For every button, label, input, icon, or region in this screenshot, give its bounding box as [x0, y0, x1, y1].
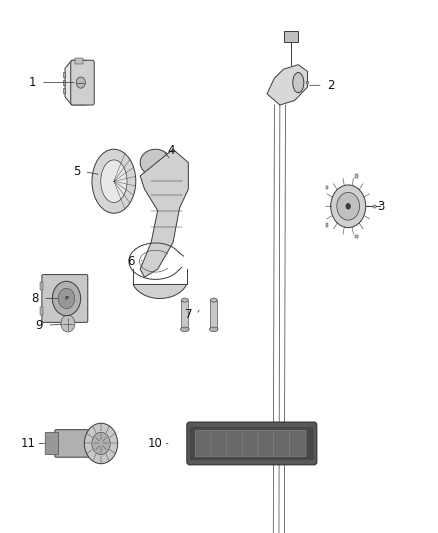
- FancyBboxPatch shape: [55, 430, 107, 457]
- FancyBboxPatch shape: [274, 430, 290, 457]
- Circle shape: [346, 203, 351, 209]
- FancyBboxPatch shape: [45, 432, 59, 455]
- Bar: [63, 80, 66, 85]
- Bar: [63, 72, 66, 77]
- FancyBboxPatch shape: [226, 430, 243, 457]
- Text: P: P: [64, 296, 68, 301]
- Ellipse shape: [306, 81, 309, 84]
- Circle shape: [85, 423, 118, 464]
- FancyBboxPatch shape: [71, 60, 94, 105]
- Polygon shape: [65, 60, 93, 105]
- Circle shape: [58, 288, 75, 309]
- Bar: [355, 174, 358, 177]
- Polygon shape: [267, 64, 307, 105]
- FancyBboxPatch shape: [42, 274, 88, 322]
- Text: 3: 3: [378, 200, 385, 213]
- FancyBboxPatch shape: [187, 422, 317, 465]
- Text: 10: 10: [148, 437, 163, 450]
- Text: 11: 11: [21, 437, 36, 450]
- Text: 4: 4: [167, 144, 175, 157]
- FancyBboxPatch shape: [242, 430, 259, 457]
- Bar: [325, 186, 328, 189]
- Bar: [40, 282, 43, 290]
- Polygon shape: [140, 149, 188, 277]
- Ellipse shape: [180, 327, 189, 332]
- Bar: [355, 235, 358, 238]
- Text: 9: 9: [35, 319, 43, 332]
- Ellipse shape: [337, 192, 360, 220]
- Text: 1: 1: [29, 76, 37, 89]
- FancyBboxPatch shape: [258, 430, 275, 457]
- Circle shape: [92, 432, 110, 455]
- Polygon shape: [133, 285, 187, 298]
- Text: 2: 2: [327, 79, 335, 92]
- Text: 8: 8: [32, 292, 39, 305]
- Ellipse shape: [76, 77, 85, 88]
- Ellipse shape: [331, 185, 366, 228]
- Bar: [75, 58, 83, 64]
- Ellipse shape: [140, 149, 171, 176]
- Bar: [283, 31, 298, 42]
- FancyBboxPatch shape: [195, 430, 212, 457]
- Text: 5: 5: [73, 165, 80, 178]
- Circle shape: [53, 281, 81, 316]
- Circle shape: [61, 315, 75, 332]
- Bar: [181, 300, 188, 329]
- FancyBboxPatch shape: [191, 427, 313, 459]
- Bar: [210, 300, 217, 329]
- Ellipse shape: [209, 327, 218, 332]
- Text: 7: 7: [184, 308, 192, 321]
- Ellipse shape: [293, 72, 304, 93]
- Ellipse shape: [92, 149, 136, 213]
- FancyBboxPatch shape: [290, 430, 306, 457]
- Ellipse shape: [181, 298, 188, 302]
- Text: 6: 6: [127, 255, 134, 268]
- Bar: [40, 306, 43, 314]
- Ellipse shape: [210, 298, 217, 302]
- FancyBboxPatch shape: [211, 430, 227, 457]
- Bar: [63, 88, 66, 93]
- Ellipse shape: [101, 160, 127, 203]
- Bar: [373, 205, 376, 208]
- Bar: [325, 223, 328, 227]
